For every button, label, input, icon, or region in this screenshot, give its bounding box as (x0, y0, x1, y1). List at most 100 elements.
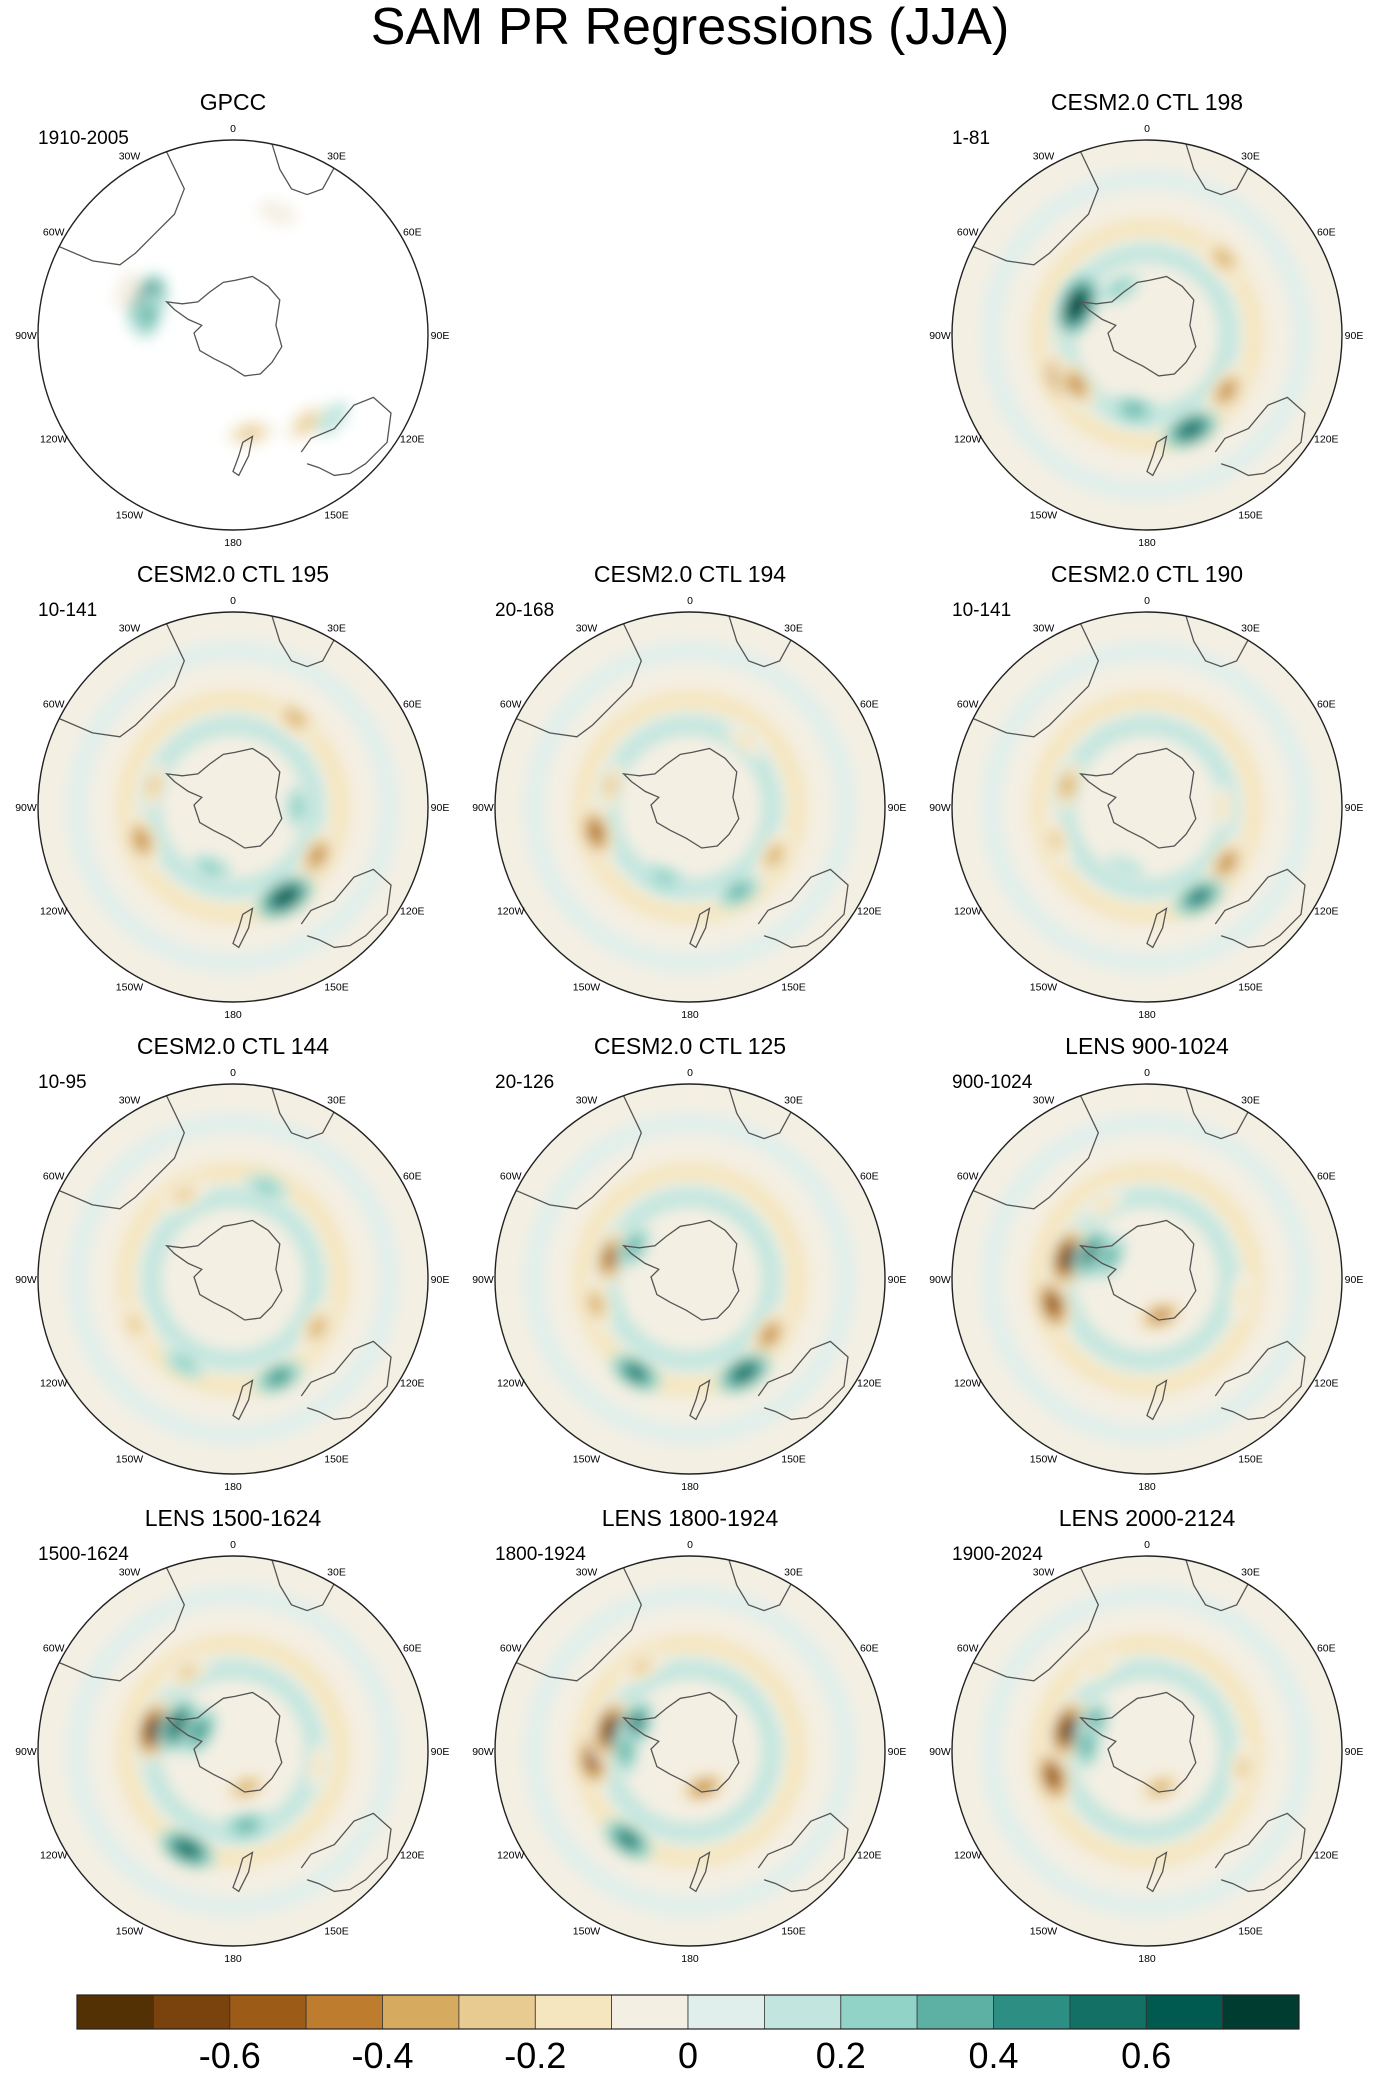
longitude-label: 90E (888, 1274, 907, 1286)
new-zealand-coastline (689, 907, 711, 949)
longitude-label: 30W (1033, 1095, 1055, 1107)
longitude-label: 60W (957, 1171, 979, 1183)
longitude-label: 30W (576, 1095, 598, 1107)
anomaly-mark (270, 1371, 288, 1384)
antarctica-coastline (621, 1219, 740, 1321)
panel-title: CESM2.0 CTL 125 (594, 1033, 786, 1059)
longitude-label: 180 (1138, 1481, 1156, 1493)
map-panel: 0 30E 60E 90E 120E 150E 180 150W 120W 90W 60W 30W CE… (929, 561, 1363, 1021)
colorbar-frame (76, 1994, 1300, 2030)
longitude-label: 150E (324, 1925, 349, 1937)
australia-coastline (300, 868, 392, 949)
longitude-label: 120E (400, 906, 425, 918)
anomaly-mark (136, 832, 147, 849)
map-boundary (37, 139, 429, 531)
longitude-label: 30W (576, 1567, 598, 1579)
anomaly-layer (132, 1655, 331, 1870)
longitude-label: 180 (224, 1953, 242, 1965)
panel-title: CESM2.0 CTL 144 (137, 1033, 329, 1059)
panel-period: 1-81 (952, 128, 990, 149)
longitude-label: 120W (954, 906, 982, 918)
longitude-label: 30E (784, 1567, 803, 1579)
antarctica-coastline (1078, 1691, 1197, 1793)
map-panel: 0 30E 60E 90E 120E 150E 180 150W 120W 90W 60W 30W LE… (472, 1505, 906, 1965)
longitude-label: 150W (573, 981, 601, 993)
coastlines (952, 1087, 1306, 1421)
longitude-label: 180 (224, 1481, 242, 1493)
longitude-label: 150W (1030, 1453, 1058, 1465)
anomaly-mark (590, 1295, 602, 1313)
anomaly-layer (1039, 237, 1248, 450)
south-america-coastline (952, 1087, 1100, 1210)
longitude-label: 120E (1314, 1378, 1339, 1390)
longitude-label: 0 (1144, 123, 1150, 135)
africa-coastline (728, 615, 792, 668)
anomaly-mark (737, 1367, 752, 1379)
longitude-label: 150E (324, 1453, 349, 1465)
field-band (524, 1585, 856, 1917)
longitude-label: 0 (687, 1539, 693, 1551)
map-boundary (951, 611, 1343, 1003)
anomaly-mark (1220, 855, 1233, 871)
longitude-label: 90W (472, 1274, 494, 1286)
colorbar-swatch (229, 1994, 307, 2030)
longitude-label: 30W (119, 623, 141, 635)
longitude-label: 90E (1345, 330, 1364, 342)
longitude-label: 120E (1314, 434, 1339, 446)
anomaly-mark (651, 870, 677, 887)
longitude-label: 0 (1144, 1067, 1150, 1079)
anomaly-layer (118, 1173, 336, 1395)
anomaly-mark (632, 1659, 651, 1674)
map-boundary (37, 1555, 429, 1947)
panel-period: 1900-2024 (952, 1544, 1043, 1565)
longitude-label: 90E (1345, 802, 1364, 814)
anomaly-layer (114, 200, 349, 447)
anomaly-mark (142, 305, 155, 326)
longitude-label: 60W (500, 1171, 522, 1183)
longitude-label: 30E (327, 623, 346, 635)
field-band (981, 169, 1313, 501)
longitude-label: 30E (1241, 1567, 1260, 1579)
anomaly-mark (257, 200, 298, 226)
field-band (981, 1585, 1313, 1917)
longitude-label: 30W (1033, 151, 1055, 163)
coastlines (952, 1559, 1306, 1893)
south-america-coastline (952, 143, 1100, 266)
anomaly-mark (606, 1722, 615, 1737)
field-band (67, 1585, 399, 1917)
anomaly-mark (1072, 298, 1082, 312)
colorbar-swatch (764, 1994, 842, 2030)
anomaly-mark (604, 775, 617, 796)
colorbar-swatch (993, 1994, 1071, 2030)
contour-field (38, 1084, 428, 1474)
longitude-label: 120E (857, 1850, 882, 1862)
antarctica-coastline (621, 747, 740, 849)
colorbar-swatch (1145, 1994, 1224, 2030)
anomaly-mark (174, 1187, 194, 1202)
colorbar-swatch (458, 1994, 536, 2030)
anomaly-mark (1183, 424, 1199, 435)
longitude-label: 180 (681, 1481, 699, 1493)
anomaly-layer (123, 699, 338, 920)
australia-coastline (757, 1812, 849, 1893)
south-america-coastline (495, 1087, 643, 1210)
south-america-coastline (38, 615, 186, 738)
anomaly-mark (298, 415, 316, 431)
anomaly-mark (198, 860, 224, 877)
anomaly-mark (1108, 279, 1132, 297)
anomaly-mark (1102, 1248, 1117, 1267)
longitude-label: 90E (888, 1746, 907, 1758)
longitude-label: 30E (327, 151, 346, 163)
longitude-label: 60E (1317, 1171, 1336, 1183)
anomaly-mark (278, 891, 292, 903)
colorbar-swatch (1222, 1994, 1300, 2030)
longitude-label: 150E (1238, 981, 1263, 993)
longitude-label: 90W (929, 330, 951, 342)
map-panel: 0 30E 60E 90E 120E 150E 180 150W 120W 90W 60W 30W LE… (15, 1505, 449, 1965)
anomaly-layer (577, 723, 793, 909)
map-boundary (951, 1555, 1343, 1947)
anomaly-mark (1092, 1195, 1116, 1213)
anomaly-mark (1080, 1735, 1093, 1756)
anomaly-mark (628, 1367, 644, 1379)
longitude-label: 0 (230, 1067, 236, 1079)
